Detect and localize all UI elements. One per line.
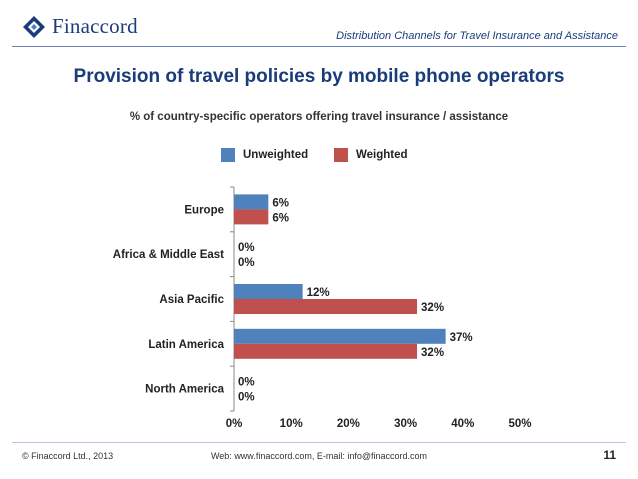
legend-weighted: Weighted [334, 148, 408, 162]
logo-diamond-icon [23, 15, 45, 38]
chart-legend: Unweighted Weighted [0, 148, 638, 164]
legend-swatch-unweighted [221, 148, 235, 162]
data-label-weighted: 6% [272, 212, 289, 224]
data-label-unweighted: 0% [238, 377, 255, 389]
category-label: Europe [184, 204, 224, 216]
brand-name: Finaccord [52, 14, 138, 38]
category-label: Latin America [148, 339, 224, 351]
header-divider [12, 46, 626, 47]
contact-info: Web: www.finaccord.com, E-mail: info@fin… [210, 451, 428, 461]
legend-unweighted: Unweighted [221, 148, 308, 162]
x-tick-label: 0% [226, 418, 243, 430]
category-label: North America [145, 384, 224, 396]
data-label-weighted: 0% [238, 392, 255, 404]
legend-label-weighted: Weighted [356, 149, 408, 161]
x-tick-label: 40% [451, 418, 474, 430]
data-label-unweighted: 0% [238, 242, 255, 254]
data-label-unweighted: 6% [272, 197, 289, 209]
header-caption: Distribution Channels for Travel Insuran… [336, 30, 618, 42]
x-tick-label: 50% [508, 418, 531, 430]
data-label-unweighted: 37% [450, 332, 473, 344]
category-label: Asia Pacific [159, 294, 224, 306]
chart-subtitle: % of country-specific operators offering… [129, 111, 509, 123]
bar-weighted [234, 299, 418, 314]
finaccord-logo: Finaccord [22, 14, 138, 39]
bar-unweighted [234, 328, 446, 344]
legend-label-unweighted: Unweighted [243, 149, 309, 161]
category-label: Africa & Middle East [113, 249, 224, 261]
data-label-weighted: 32% [421, 302, 444, 314]
bar-weighted [234, 343, 418, 359]
legend-swatch-weighted [334, 148, 348, 162]
copyright: © Finaccord Ltd., 2013 [22, 451, 114, 461]
bar-unweighted [234, 194, 269, 210]
page-title: Provision of travel policies by mobile p… [73, 66, 565, 87]
bar-weighted [234, 209, 269, 225]
bar-unweighted [234, 284, 303, 299]
x-tick-label: 10% [280, 418, 303, 430]
page-number: 11 [603, 448, 616, 462]
x-tick-label: 20% [337, 418, 360, 430]
data-label-weighted: 32% [421, 347, 444, 359]
footer-divider [12, 442, 626, 443]
data-label-weighted: 0% [238, 257, 255, 269]
data-label-unweighted: 12% [307, 287, 330, 299]
x-tick-label: 30% [394, 418, 417, 430]
